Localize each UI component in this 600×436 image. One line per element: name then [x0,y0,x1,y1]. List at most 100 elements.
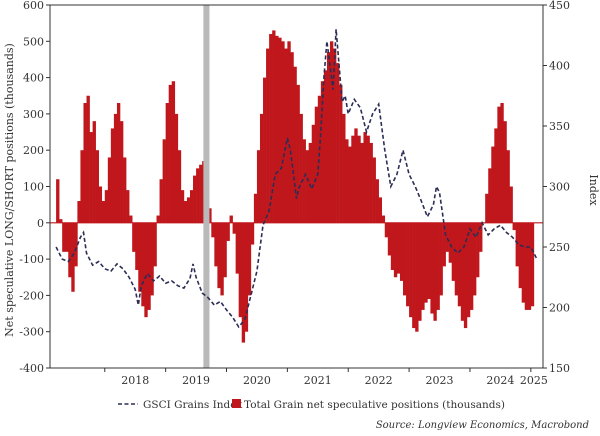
left-tick-label: -400 [19,362,44,375]
grain-position-bar [199,164,203,223]
grain-position-bar [141,222,145,307]
grain-position-bar [524,222,529,310]
x-tick-label: 2018 [121,374,149,387]
grain-position-bar [244,222,249,332]
grain-position-bar [259,113,264,223]
shaded-period [203,5,210,368]
grain-position-bar [77,201,81,223]
left-tick-label: 600 [23,0,44,12]
grain-position-bar [147,222,151,310]
grain-position-bar [354,128,358,223]
grain-position-bar [500,103,504,223]
legend-label-grain: Total Grain net speculative positions (t… [244,399,505,411]
bars-layer [56,30,535,343]
grain-position-bar [217,222,221,289]
grain-position-bar [460,222,465,321]
grain-position-bar [56,179,60,223]
gsci-grains-index-line [55,29,538,329]
grain-position-bar [399,222,404,281]
left-tick-label: 200 [23,144,44,157]
grain-position-bar [135,222,139,270]
grain-position-bar [412,222,416,329]
grain-position-bar [59,219,63,223]
grain-position-bar [387,222,392,256]
grain-position-bar [92,121,96,223]
grain-position-bar [107,157,112,223]
grain-position-bar [196,168,200,223]
grain-position-bar [448,222,453,263]
left-tick-label: -300 [19,326,44,339]
right-tick-label: 250 [549,241,570,254]
grain-position-bar [129,215,133,223]
left-tick-label: 400 [23,72,44,85]
grain-position-bar [278,37,282,223]
grain-position-bar [208,208,212,223]
grain-position-bar [168,84,173,223]
grain-position-bar [110,128,115,223]
grain-position-bar [381,215,386,223]
left-tick-label: 500 [23,35,44,48]
grain-position-bar [348,146,352,223]
grain-position-bar [250,222,255,245]
grain-position-bar [263,77,267,223]
grain-position-bar [515,222,519,267]
grain-position-bar [183,201,188,223]
left-axis-title: Net speculative LONG/SHORT positions (th… [3,43,16,337]
grain-position-bar [174,113,179,223]
left-tick-label: 300 [23,108,44,121]
grain-position-bar [123,157,127,223]
grain-position-bar [439,222,443,296]
grain-position-bar [116,103,121,223]
right-axis-ticks: 150 200 250 300 350 400 450 [543,0,570,375]
grain-position-bar [238,222,243,318]
right-axis-title: Index [587,174,600,206]
grain-position-bar [351,135,355,223]
left-tick-label: 0 [37,217,44,230]
grain-position-bar [226,222,230,241]
grain-position-bar [98,186,103,223]
grain-position-bar [275,35,279,223]
grain-position-bar [421,222,425,310]
grain-position-bar [86,95,90,223]
legend-label-gsci: GSCI Grains Index [143,399,242,411]
grain-position-bar [256,150,261,223]
grain-position-bar [333,48,337,223]
grain-position-bar [503,121,507,223]
grain-position-bar [95,150,99,223]
grain-position-bar [451,222,456,281]
grain-position-bar [74,222,78,267]
grain-position-bar [485,193,489,223]
grain-position-bar [138,222,142,292]
grain-position-bar [342,113,346,223]
grain-position-bar [311,124,316,223]
grain-position-bar [247,222,252,296]
grain-position-bar [396,222,401,274]
grain-position-bar [326,52,331,223]
grain-position-bar [223,222,227,278]
grain-position-bar [293,66,297,223]
right-tick-label: 450 [549,0,570,12]
grain-position-bar [266,48,270,223]
grain-position-bar [527,222,532,310]
grain-position-bar [180,190,185,223]
grain-position-bar [132,222,136,252]
grain-position-bar [506,150,510,223]
grain-position-bar [83,103,87,223]
grain-position-bar [521,222,526,303]
grain-position-bar [433,222,437,321]
grain-position-bar [299,113,303,223]
grain-position-bar [476,222,480,278]
grain-position-bar [494,128,498,223]
grain-position-bar [193,175,197,223]
grain-position-bar [457,222,462,307]
grain-position-bar [518,222,522,289]
x-tick-label: 2024 [486,374,514,387]
grain-position-bar [463,222,468,329]
grain-position-bar [150,222,154,296]
grain-position-bar [424,222,428,303]
grain-position-bar [214,222,218,267]
grain-position-bar [186,197,191,223]
grain-position-bar [390,222,395,270]
grain-position-bar [71,222,75,292]
grain-position-bar [336,63,340,223]
